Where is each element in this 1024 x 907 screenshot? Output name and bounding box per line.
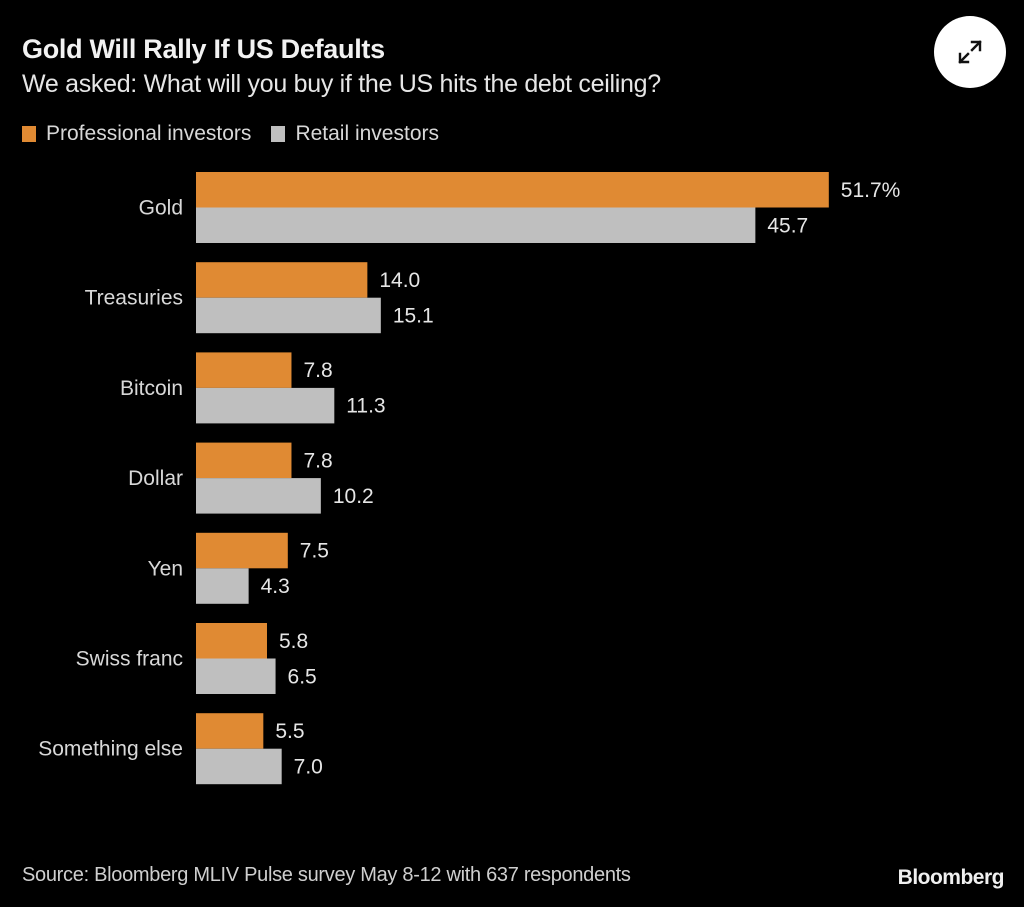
bar-professional-dollar (196, 442, 292, 479)
data-label: 5.8 (279, 630, 308, 653)
bar-group-something-else: Something else 5.5 7.0 (38, 713, 323, 785)
bar-retail-gold (196, 207, 756, 243)
category-label: Gold (139, 197, 183, 220)
legend-label-professional: Professional investors (46, 122, 252, 145)
bar-professional-bitcoin (196, 352, 292, 388)
bar-group-dollar: Dollar 7.810.2 (128, 442, 374, 514)
data-label: 51.7% (841, 179, 901, 202)
chart-title: Gold Will Rally If US Defaults (22, 34, 385, 64)
bar-retail-something-else (196, 748, 282, 785)
data-label: 7.8 (303, 449, 332, 472)
bar-group-gold: Gold 51.7% 45.7 (139, 172, 901, 243)
data-label: 11.3 (346, 395, 385, 418)
legend-swatch-retail (271, 126, 286, 142)
bar-professional-treasuries (196, 262, 368, 298)
data-label: 7.8 (303, 359, 332, 382)
bar-retail-swiss-franc (196, 658, 276, 694)
expand-button[interactable] (934, 16, 1006, 88)
data-label: 7.0 (294, 755, 323, 778)
expand-arrows-icon (958, 40, 982, 64)
data-label: 4.3 (261, 575, 290, 598)
bar-retail-treasuries (196, 297, 381, 334)
data-label: 7.5 (300, 540, 329, 563)
data-label: 14.0 (379, 269, 420, 292)
legend: Professional investors Retail investors (22, 122, 459, 146)
bar-professional-gold (196, 172, 829, 208)
data-label: 6.5 (288, 665, 317, 688)
category-label: Treasuries (85, 287, 183, 310)
bar-retail-dollar (196, 478, 321, 514)
category-label: Yen (148, 557, 183, 580)
category-label: Dollar (128, 467, 183, 490)
chart-subtitle: We asked: What will you buy if the US hi… (22, 70, 661, 98)
legend-item-professional: Professional investors (22, 122, 251, 146)
bar-professional-swiss-franc (196, 623, 267, 659)
bar-group-swiss-franc: Swiss franc 5.8 6.5 (76, 623, 317, 694)
category-label: Swiss franc (76, 648, 183, 671)
legend-label-retail: Retail investors (295, 122, 439, 145)
category-label: Bitcoin (120, 377, 183, 400)
legend-swatch-professional (22, 126, 36, 142)
data-label: 45.7 (767, 214, 808, 237)
bar-group-yen: Yen 7.5 4.3 (148, 532, 329, 604)
bar-professional-yen (196, 532, 288, 569)
legend-item-retail: Retail investors (271, 122, 439, 146)
data-label: 10.2 (333, 485, 374, 508)
category-label: Something else (38, 738, 183, 761)
data-label: 15.1 (393, 304, 434, 327)
source-note: Source: Bloomberg MLIV Pulse survey May … (22, 864, 631, 886)
bar-group-bitcoin: Bitcoin 7.8 11.3 (120, 352, 386, 424)
data-label: 5.5 (275, 720, 304, 743)
bar-retail-bitcoin (196, 387, 335, 424)
bar-professional-something-else (196, 713, 264, 749)
bar-retail-yen (196, 568, 249, 604)
bloomberg-logo: Bloomberg (897, 866, 1005, 889)
bar-group-treasuries: Treasuries 14.0 15.1 (85, 262, 434, 334)
